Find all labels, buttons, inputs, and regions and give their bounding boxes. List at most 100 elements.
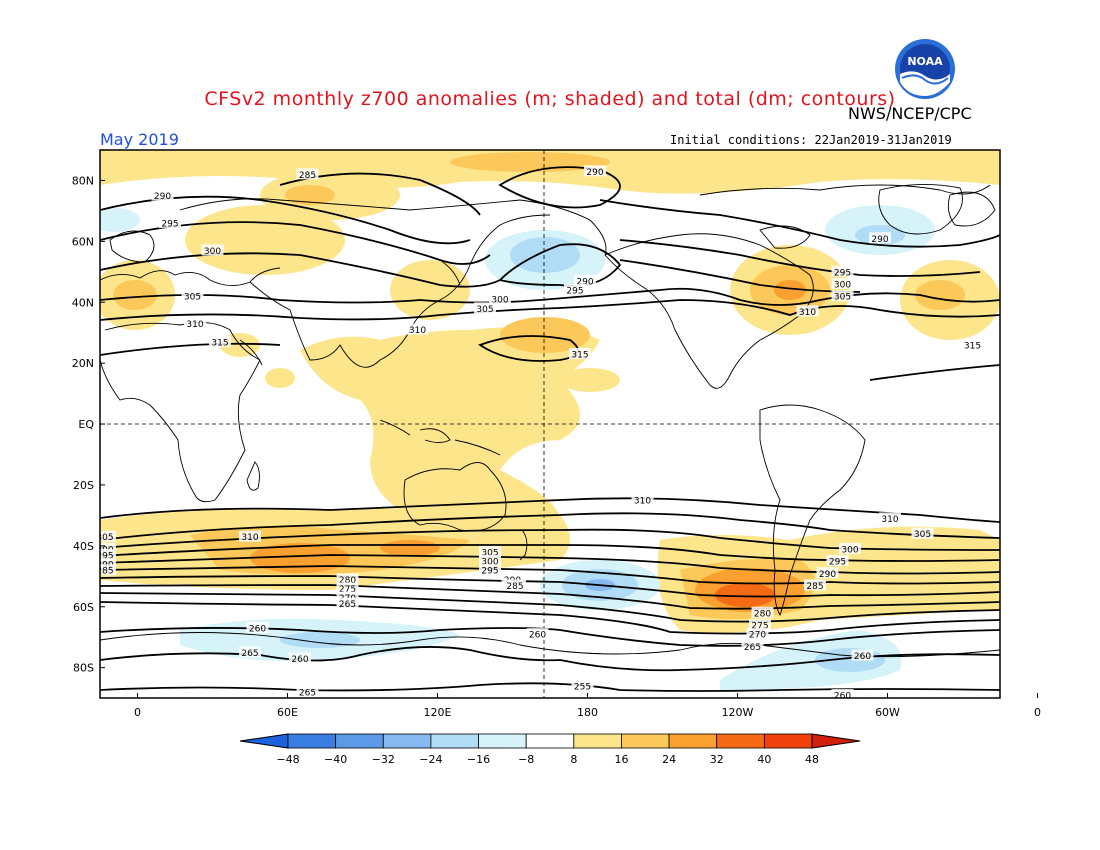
- contour-label: 265: [296, 686, 319, 699]
- svg-text:315: 315: [211, 338, 228, 348]
- contour-label: 285: [296, 168, 319, 181]
- lat-tick-label: 60N: [72, 235, 94, 248]
- svg-text:305: 305: [184, 293, 201, 303]
- contour-label: 295: [564, 284, 586, 297]
- contour-label: 315: [569, 348, 591, 361]
- lon-tick-label: 60W: [875, 706, 900, 719]
- svg-text:290: 290: [586, 168, 603, 178]
- contour-label: 280: [336, 573, 359, 586]
- colorbar-max-arrow: [811, 733, 861, 749]
- contour-label: 300: [201, 244, 224, 257]
- svg-text:300: 300: [481, 558, 498, 568]
- colorbar-tick-label: 8: [570, 753, 577, 766]
- lat-tick-label: 40S: [73, 540, 94, 553]
- colorbar-tick-label: −32: [372, 753, 395, 766]
- contour-label: 260: [526, 628, 549, 641]
- contour-label: 290: [584, 165, 606, 178]
- forecast-month: May 2019: [100, 130, 179, 149]
- svg-text:300: 300: [834, 280, 851, 290]
- lat-tick-label: 20S: [73, 479, 94, 492]
- colorbar-box: [525, 733, 575, 749]
- svg-text:260: 260: [291, 655, 308, 665]
- contour-label: 285: [504, 579, 526, 592]
- contour-label: 300: [479, 555, 501, 568]
- contour-label: 265: [336, 597, 359, 610]
- svg-text:265: 265: [339, 600, 356, 610]
- svg-text:260: 260: [834, 692, 851, 702]
- contour-label: 290: [816, 567, 839, 580]
- svg-text:310: 310: [881, 515, 898, 525]
- contour-label: 285: [100, 564, 116, 577]
- contour-label: 275: [749, 619, 771, 632]
- colorbar-box: [573, 733, 622, 749]
- contour-label: 300: [831, 277, 854, 290]
- grid-lines: [100, 150, 1000, 698]
- colorbar-min-arrow: [239, 733, 289, 749]
- contour-label: 305: [474, 302, 496, 315]
- colorbar-box: [478, 733, 527, 749]
- svg-text:305: 305: [834, 293, 851, 303]
- contour-label: 300: [839, 542, 861, 555]
- svg-text:275: 275: [751, 622, 768, 632]
- lon-tick-label: 180: [577, 706, 598, 719]
- noaa-logo-icon: NOAA: [895, 39, 955, 99]
- contour-label: 260: [851, 649, 874, 662]
- svg-text:305: 305: [476, 305, 493, 315]
- svg-text:310: 310: [799, 308, 816, 318]
- contour-label: 295: [159, 217, 181, 230]
- contour-label: 255: [571, 679, 594, 692]
- svg-text:315: 315: [571, 351, 588, 361]
- colorbar-tick-label: 32: [710, 753, 724, 766]
- contour-label: 280: [751, 606, 774, 619]
- initial-conditions-label: Initial conditions: 22Jan2019-31Jan2019: [670, 133, 952, 147]
- colorbar-box: [716, 733, 765, 749]
- svg-text:270: 270: [749, 631, 766, 641]
- lon-tick-label: 0: [134, 706, 141, 719]
- svg-text:280: 280: [754, 609, 771, 619]
- svg-text:300: 300: [491, 296, 508, 306]
- svg-text:280: 280: [339, 576, 356, 586]
- contour-label: 290: [869, 232, 891, 245]
- lat-tick-label: 40N: [72, 296, 94, 309]
- contour-label: 310: [796, 305, 819, 318]
- colorbar-box: [430, 733, 479, 749]
- svg-text:295: 295: [96, 551, 113, 561]
- contour-label: 295: [826, 555, 849, 568]
- svg-text:295: 295: [161, 220, 178, 230]
- svg-text:310: 310: [241, 533, 258, 543]
- svg-text:265: 265: [299, 689, 316, 699]
- svg-text:290: 290: [576, 277, 593, 287]
- svg-text:300: 300: [204, 247, 221, 257]
- svg-text:260: 260: [854, 652, 871, 662]
- contour-labels: 285 2902902953003053103152902953003053103…: [96, 165, 984, 702]
- svg-text:300: 300: [841, 545, 858, 555]
- contour-label: 260: [831, 689, 854, 702]
- colorbar-box: [668, 733, 718, 749]
- svg-text:285: 285: [806, 582, 823, 592]
- svg-text:305: 305: [481, 548, 498, 558]
- svg-text:310: 310: [186, 320, 203, 330]
- svg-text:305: 305: [914, 530, 931, 540]
- contour-label: 305: [911, 527, 934, 540]
- colorbar-tick-label: −48: [276, 753, 299, 766]
- colorbar-tick-label: 16: [614, 753, 628, 766]
- contour-label: 310: [631, 494, 654, 507]
- svg-text:275: 275: [339, 585, 356, 595]
- contour-label: 315: [961, 338, 984, 351]
- svg-text:295: 295: [834, 268, 851, 278]
- colorbar-box: [763, 733, 813, 749]
- chart-title: CFSv2 monthly z700 anomalies (m; shaded)…: [204, 88, 896, 110]
- svg-text:290: 290: [871, 235, 888, 245]
- contour-label: 300: [489, 293, 511, 306]
- colorbar-box: [287, 733, 337, 749]
- organization-label: NWS/NCEP/CPC: [848, 104, 972, 123]
- contour-label: 285: [804, 579, 826, 592]
- contour-label: 290: [151, 189, 174, 202]
- contour-label: 290: [574, 274, 596, 287]
- contour-label: 265: [741, 640, 764, 653]
- contour-label: 295: [479, 564, 501, 577]
- lon-tick-label: 120E: [424, 706, 452, 719]
- svg-text:310: 310: [409, 326, 426, 336]
